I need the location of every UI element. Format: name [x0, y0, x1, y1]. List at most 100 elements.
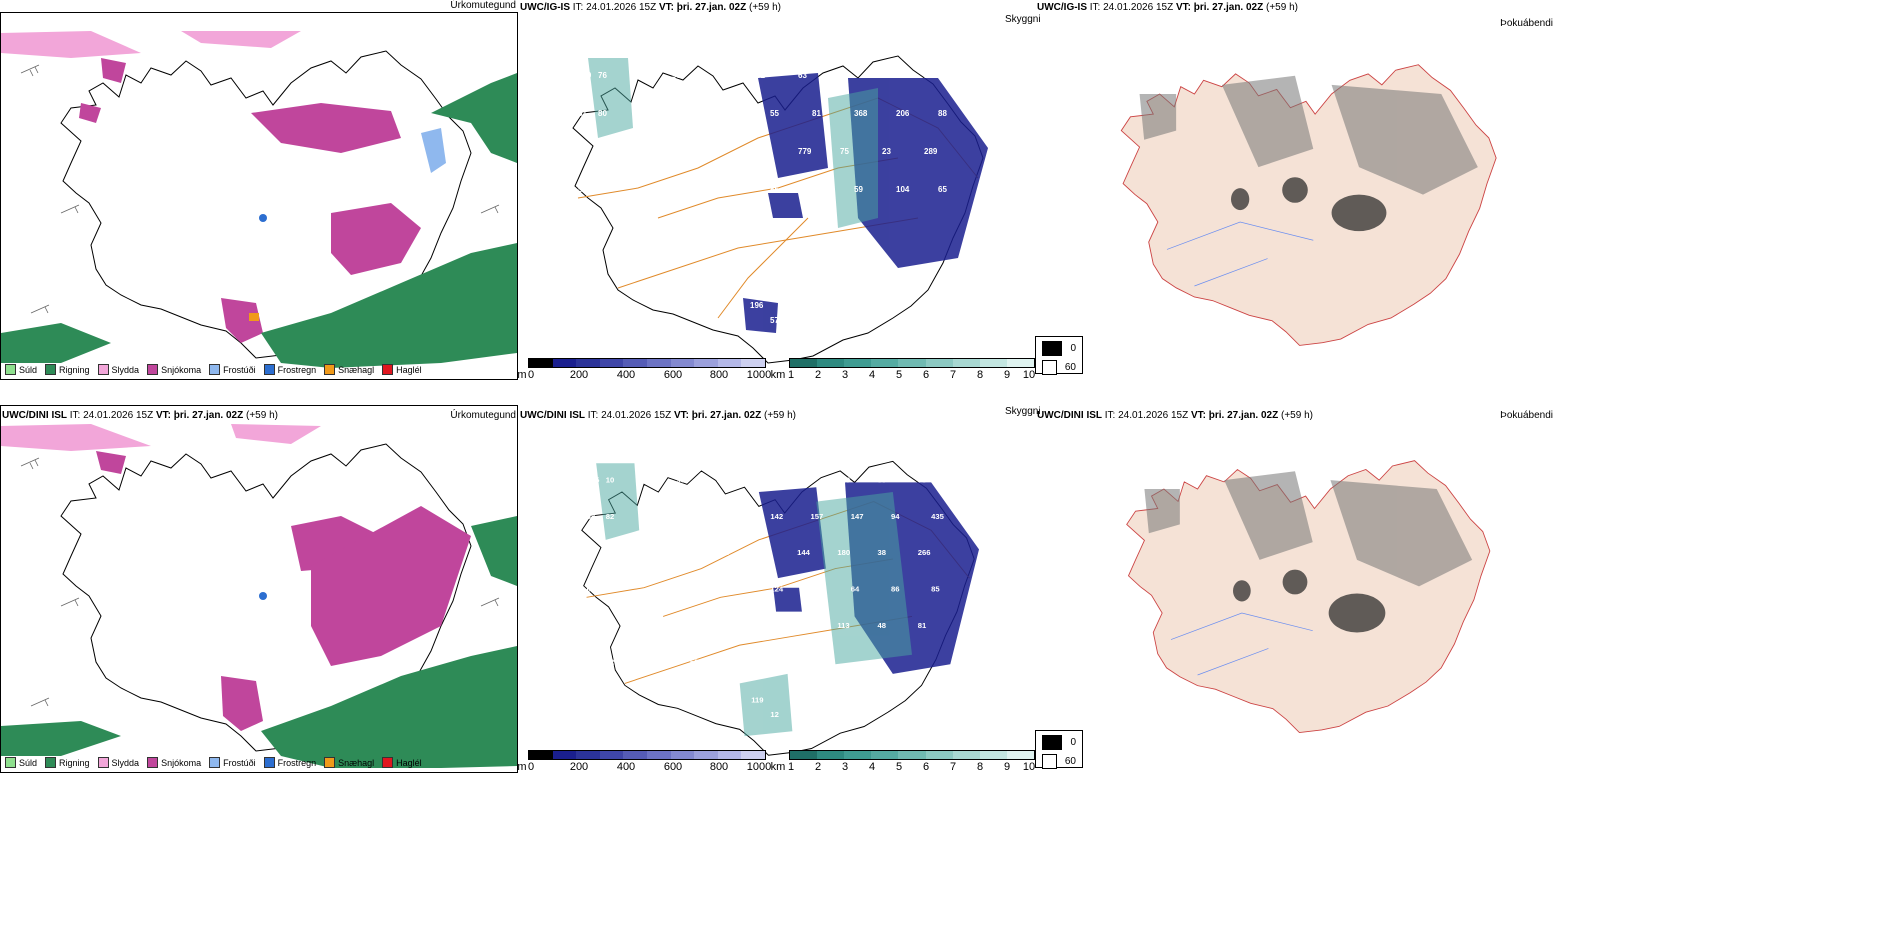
visibility-label: 206 — [896, 109, 910, 118]
fog-legend-0: 0 — [1042, 341, 1076, 356]
visibility-label: 831 — [677, 621, 690, 630]
visibility-label: 76 — [598, 71, 607, 80]
visibility-label: 48 — [878, 621, 887, 630]
visibility-label: 59 — [756, 223, 765, 232]
visibility-label: 82 — [606, 512, 615, 521]
fog-map — [1120, 64, 1497, 346]
visibility-label: 95 — [717, 475, 726, 484]
visibility-label: 23 — [578, 147, 587, 156]
visibility-label: 38 — [878, 548, 887, 557]
panel-title: UWC/IG-IS IT: 24.01.2026 15Z VT: þri. 27… — [520, 2, 781, 13]
visibility-label: 64 — [851, 585, 860, 594]
precip-legend: Súld Rigning Slydda Snjókoma Frostúði Fr… — [5, 364, 422, 375]
visibility-label: 48 — [598, 223, 607, 232]
visibility-label: 61 — [578, 109, 587, 118]
fog-legend: 0 60 — [1035, 730, 1083, 769]
visibility-label: 70 — [757, 621, 766, 630]
visibility-label: 59 — [854, 185, 863, 194]
fog-dark — [1231, 177, 1387, 232]
visibility-label: 93 — [606, 621, 615, 630]
fog-gray — [1139, 75, 1478, 195]
visibility-label: 58 — [690, 657, 699, 666]
fog-panel-row1: UWC/IG-IS IT: 24.01.2026 15Z VT: þri. 27… — [1035, 0, 1555, 390]
visibility-label: 779 — [798, 147, 812, 156]
panel-title-precip-row2: UWC/DINI ISL IT: 24.01.2026 15Z VT: þri.… — [2, 410, 278, 421]
visibility-label: 51 — [686, 109, 695, 118]
visibility-label: 147 — [851, 512, 864, 521]
visibility-var-label: Skyggni — [1005, 406, 1041, 417]
visibility-label: 96 — [728, 185, 737, 194]
visibility-label: 180 — [837, 548, 850, 557]
visibility-panel-row2: UWC/DINI ISL IT: 24.01.2026 15Z VT: þri.… — [518, 405, 1038, 785]
height-unit: m — [518, 369, 527, 381]
visibility-label: 180 — [578, 71, 592, 80]
visibility-panel-row1: UWC/IG-IS IT: 24.01.2026 15Z VT: þri. 27… — [518, 0, 1038, 390]
visibility-label: 52 — [714, 147, 723, 156]
visibility-label: 81 — [918, 621, 927, 630]
visibility-label: 435 — [931, 512, 944, 521]
legend-item-frostregn: Frostregn — [263, 364, 316, 375]
fog-map — [1126, 460, 1491, 734]
precip-var-label: Úrkomutegund — [450, 410, 516, 421]
visibility-label: 32 — [714, 223, 723, 232]
visibility-label: 103 — [730, 657, 743, 666]
visibility-var-label: Skyggni — [1005, 14, 1041, 25]
visibility-label: 57 — [770, 316, 779, 325]
visibility-label: 61 — [840, 71, 849, 80]
fog-legend-60: 60 — [1042, 360, 1076, 375]
vis-colorbar: km 1 2 3 4 5 6 7 8 9 10 — [771, 358, 1035, 382]
visibility-label: 104 — [896, 185, 910, 194]
visibility-label: 74 — [812, 185, 821, 194]
panel-title: UWC/DINI ISL IT: 24.01.2026 15Z VT: þri.… — [520, 410, 796, 421]
precip-map — [1, 31, 517, 368]
visibility-label: 23 — [882, 147, 891, 156]
visibility-label: 157 — [811, 512, 824, 521]
visibility-label: 55 — [587, 657, 596, 666]
visibility-label: 102 — [797, 475, 810, 484]
legend-item-haglel: Haglél — [382, 364, 422, 375]
visibility-label: 121 — [677, 548, 690, 557]
visibility-label: 195 — [728, 109, 742, 118]
visibility-label: 318 — [606, 585, 619, 594]
snow-areas — [79, 58, 421, 343]
visibility-label: 368 — [854, 109, 868, 118]
fog-legend: 0 60 — [1035, 336, 1083, 375]
visibility-label: 58 — [587, 512, 596, 521]
fog-var-label: Þokuábendi — [1500, 18, 1553, 29]
fog-var-label: Þokuábendi — [1500, 410, 1553, 421]
visibility-label: 81 — [578, 223, 587, 232]
legend-item-sudd: Súld — [5, 364, 37, 375]
visibility-label: 117 — [587, 548, 599, 557]
visibility-label: 85 — [931, 585, 940, 594]
visibility-label: 196 — [750, 301, 764, 310]
precip-panel-row2: Súld Rigning Slydda Snjókoma Frostúði Fr… — [0, 405, 518, 773]
visibility-label: 86 — [891, 585, 900, 594]
visibility-label: 219 — [837, 475, 850, 484]
visibility-label: 113 — [837, 621, 849, 630]
height-colorbar: m 0 200 400 600 800 1000 — [518, 358, 771, 382]
precip-panel-row1: UWC/IG-IS IT: 24.01.2026 15Z VT: þri. 27… — [0, 12, 518, 380]
vis-colorbar: km 1 2 3 4 5 6 7 8 9 10 — [771, 750, 1035, 774]
visibility-labels: 195 10 95 95 76 102 219 80 73 58 82 55 205 142 157 147 9… — [587, 475, 945, 719]
visibility-label: 95 — [672, 71, 681, 80]
visibility-label: 95 — [677, 475, 686, 484]
visibility-label: 195 — [587, 475, 600, 484]
visibility-label: 66 — [587, 585, 596, 594]
visibility-low-areas — [743, 73, 988, 333]
visibility-label: 91 — [756, 71, 765, 80]
visibility-label: 55 — [770, 109, 779, 118]
visibility-label: 69 — [598, 185, 607, 194]
visibility-map: 195 10 95 95 76 102 219 80 73 58 82 55 205 142 157 147 9… — [581, 460, 979, 756]
visibility-label: 94 — [891, 512, 900, 521]
panel-title: UWC/DINI ISL IT: 24.01.2026 15Z VT: þri.… — [1037, 410, 1313, 421]
visibility-label: 80 — [878, 475, 887, 484]
visibility-label: 12 — [770, 710, 779, 719]
visibility-label: 278 — [690, 585, 703, 594]
visibility-label: 255 — [717, 548, 730, 557]
visibility-label: 32 — [606, 657, 615, 666]
visibility-label: 96 — [686, 185, 695, 194]
visibility-label: 80 — [598, 109, 607, 118]
visibility-label: 59 — [578, 185, 587, 194]
legend-item-slydda: Slydda — [97, 364, 139, 375]
visibility-label: 205 — [730, 512, 743, 521]
